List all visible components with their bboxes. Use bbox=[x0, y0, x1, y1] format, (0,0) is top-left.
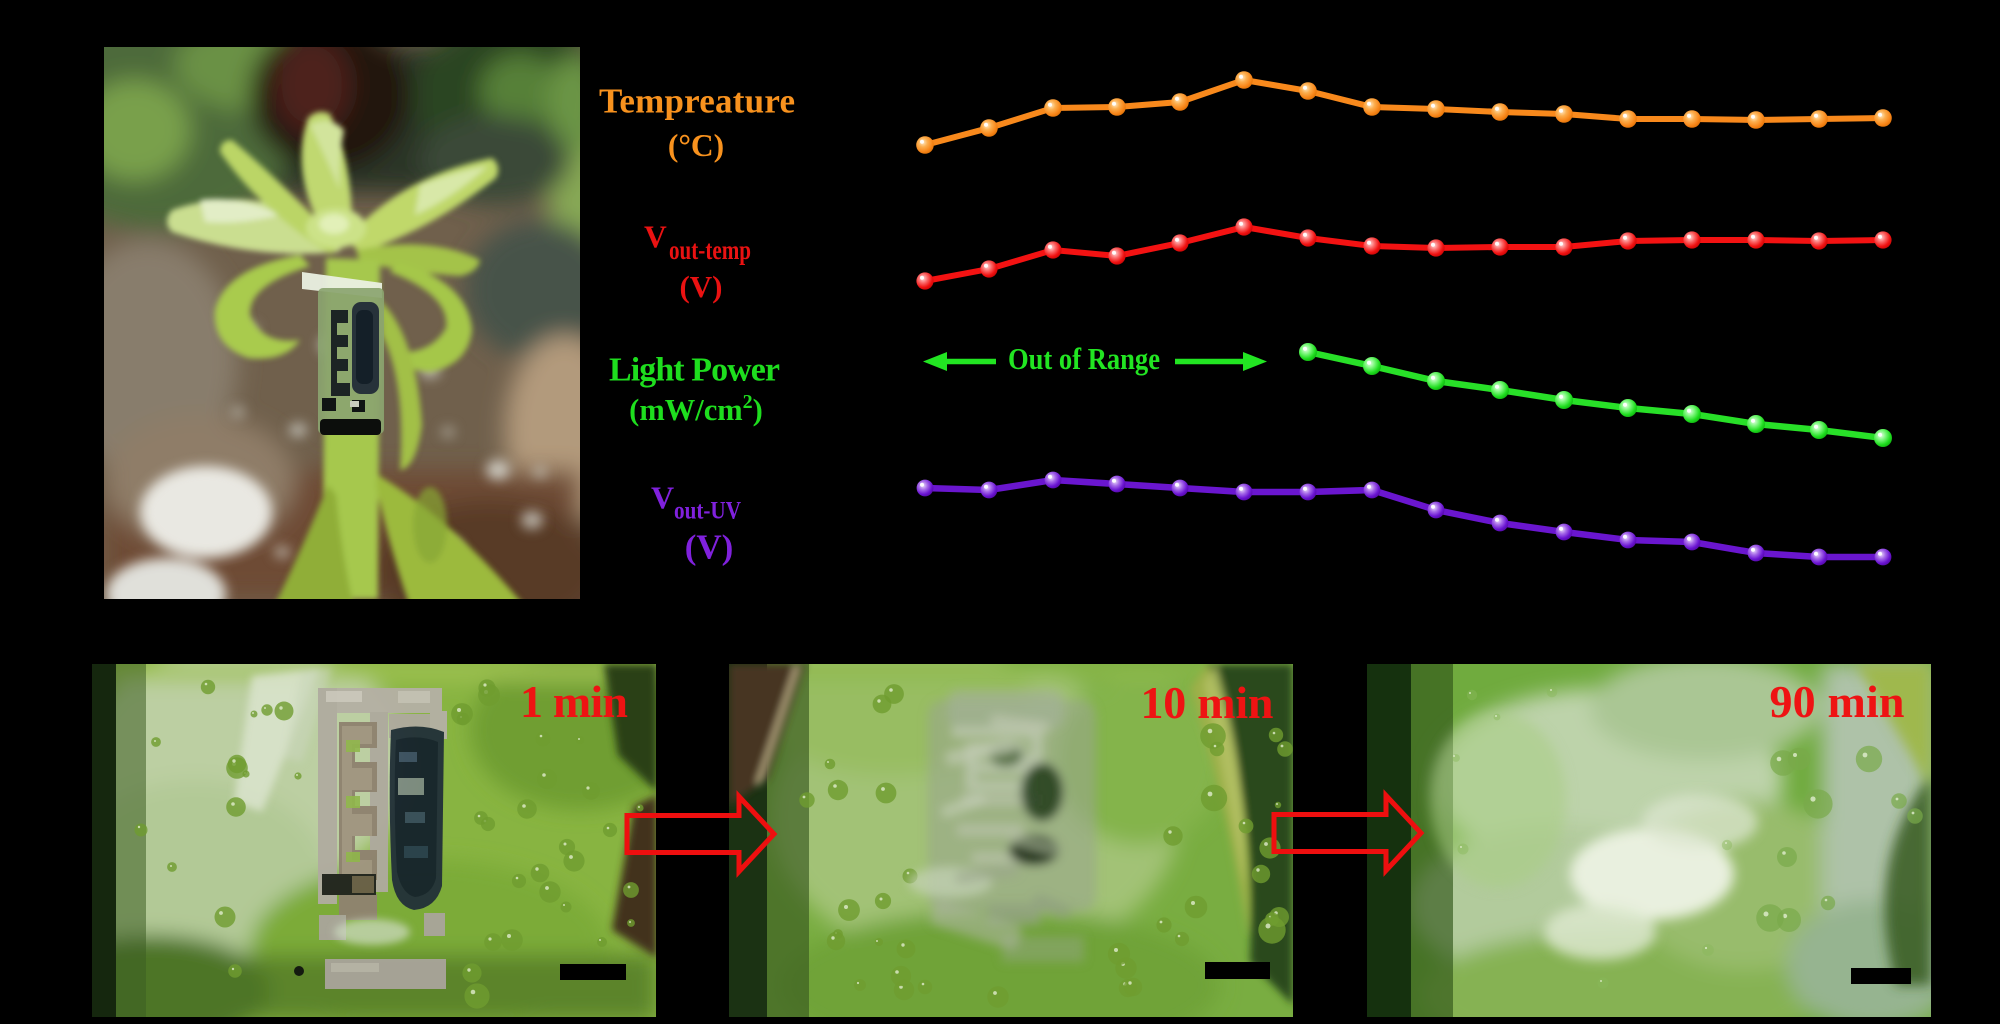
svg-text:(V): (V) bbox=[685, 528, 734, 567]
svg-text:out-temp: out-temp bbox=[669, 235, 751, 265]
svg-text:(V): (V) bbox=[679, 269, 722, 304]
svg-text:90 min: 90 min bbox=[1770, 676, 1905, 727]
svg-text:Light Power: Light Power bbox=[609, 352, 780, 389]
svg-text:V: V bbox=[644, 220, 667, 255]
svg-text:(mW/cm2): (mW/cm2) bbox=[629, 391, 763, 427]
svg-text:Out of Range: Out of Range bbox=[1008, 341, 1160, 376]
svg-text:Tempreature: Tempreature bbox=[599, 82, 795, 121]
svg-text:1 min: 1 min bbox=[520, 676, 628, 727]
svg-text:out-UV: out-UV bbox=[674, 498, 741, 525]
svg-text:(°C): (°C) bbox=[668, 128, 724, 163]
svg-text:10 min: 10 min bbox=[1141, 677, 1274, 728]
svg-text:V: V bbox=[651, 480, 674, 516]
